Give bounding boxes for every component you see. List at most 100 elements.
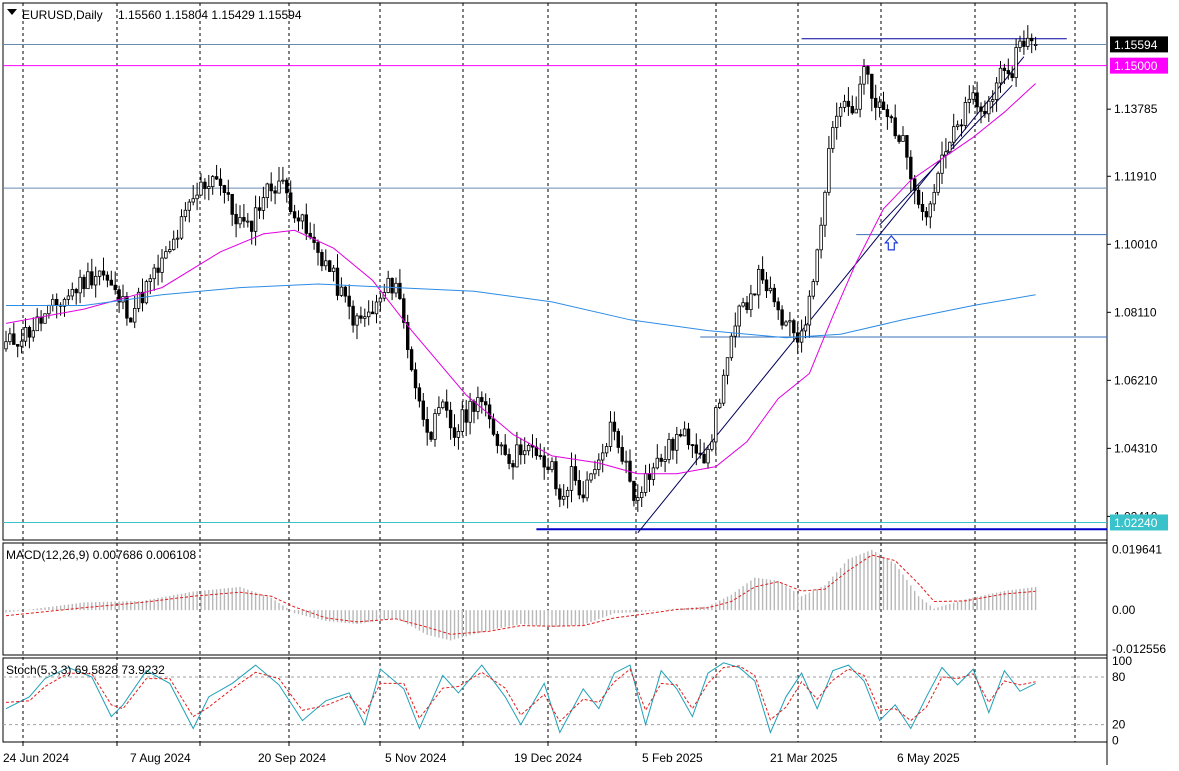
candle-body [210, 176, 215, 187]
candle-body [784, 321, 788, 326]
candle-body [663, 459, 667, 462]
candle-body [909, 156, 913, 180]
candle-body [417, 387, 422, 402]
macd-pane[interactable] [5, 549, 1037, 641]
candle-body [702, 453, 706, 464]
candle-body [721, 374, 726, 404]
time-tick-label: 24 Jun 2024 [3, 751, 69, 765]
candle-body [679, 434, 683, 437]
candle-body [901, 135, 905, 142]
candle-body [218, 178, 223, 186]
candle-body [690, 444, 695, 447]
candle-body [823, 191, 827, 226]
candle-body [885, 109, 890, 118]
candle-body [792, 320, 796, 334]
candle-body [456, 431, 461, 438]
candle-body [495, 433, 500, 446]
stochastic-pane[interactable] [3, 662, 1107, 734]
candle-body [355, 315, 359, 326]
candle-body [729, 335, 734, 359]
price-tick-label: 1.13785 [1114, 102, 1158, 116]
candle-body [1026, 37, 1030, 47]
candle-body [963, 102, 968, 126]
candle-body [101, 270, 106, 276]
candle-body [979, 106, 983, 112]
candle-body [542, 455, 546, 468]
candle-body [772, 287, 776, 303]
candle-body [959, 124, 964, 127]
candle-body [70, 288, 74, 297]
candle-body [394, 282, 398, 294]
candle-body [156, 267, 160, 273]
candle-body [288, 192, 293, 213]
moving-average-0[interactable] [5, 83, 1036, 475]
candle-body [390, 277, 394, 294]
candle-body [437, 407, 441, 415]
macd-histogram [5, 549, 1037, 641]
time-tick-label: 5 Nov 2024 [385, 751, 447, 765]
candle-body [554, 461, 558, 490]
candle-body [569, 466, 574, 491]
candle-body [226, 192, 230, 195]
candle-body [589, 473, 593, 481]
stoch-signal-line[interactable] [5, 665, 1036, 723]
candle-body [66, 295, 71, 300]
candle-body [757, 268, 761, 296]
candle-body [994, 82, 999, 100]
macd-tick-label: 0.019641 [1112, 542, 1162, 556]
time-tick-label: 21 Mar 2025 [770, 751, 838, 765]
candle-body [515, 444, 519, 468]
candle-body [725, 357, 730, 376]
candle-body [363, 316, 367, 319]
stoch-tick-label: 0 [1112, 733, 1119, 747]
time-axis: 24 Jun 2024 7 Aug 2024 20 Sep 2024 5 Nov 20… [3, 742, 960, 765]
candle-body [862, 66, 866, 85]
candle-body [19, 340, 24, 347]
candle-body [304, 214, 308, 234]
candle-body [581, 494, 585, 499]
candle-body [612, 421, 617, 432]
candles [4, 25, 1038, 512]
stoch-main-line[interactable] [5, 662, 1036, 734]
candle-body [347, 295, 351, 307]
candle-body [753, 293, 757, 296]
macd-signal-line[interactable] [5, 554, 1036, 635]
candle-body [831, 127, 835, 149]
candle-body [187, 201, 191, 211]
candle-body [913, 178, 917, 191]
time-tick-label: 6 May 2025 [897, 751, 960, 765]
dropdown-triangle-icon[interactable] [7, 9, 17, 15]
candle-body [281, 179, 285, 182]
candle-body [249, 220, 254, 232]
candle-body [749, 293, 753, 311]
candle-body [129, 317, 133, 323]
candle-body [655, 457, 659, 469]
candle-body [604, 446, 609, 454]
candle-body [893, 117, 897, 137]
candle-body [183, 209, 188, 218]
trend-line-0[interactable] [637, 56, 1025, 534]
candle-body [4, 341, 8, 350]
candle-body [776, 301, 780, 311]
candle-body [811, 281, 815, 297]
moving-average-1[interactable] [6, 283, 1036, 339]
candle-body [324, 260, 328, 267]
candle-body [1006, 70, 1010, 75]
price-pane[interactable] [3, 25, 1107, 534]
candle-body [991, 99, 995, 102]
candle-body [191, 198, 195, 203]
price-axis: 1.13785 1.11910 1.10010 1.08110 1.06210 1.043… [1107, 0, 1179, 771]
price-tick-label: 1.06210 [1114, 373, 1158, 387]
time-tick-label: 20 Sep 2024 [258, 751, 326, 765]
candle-body [920, 203, 925, 212]
candle-body [815, 249, 819, 282]
candle-body [932, 191, 936, 205]
candle-body [534, 446, 539, 456]
price-label-box-2 [1110, 514, 1168, 531]
candle-body [733, 325, 737, 337]
candle-body [636, 497, 640, 501]
candle-body [1022, 40, 1026, 47]
candle-body [671, 439, 675, 451]
candle-body [117, 289, 121, 303]
candle-body [429, 431, 433, 440]
